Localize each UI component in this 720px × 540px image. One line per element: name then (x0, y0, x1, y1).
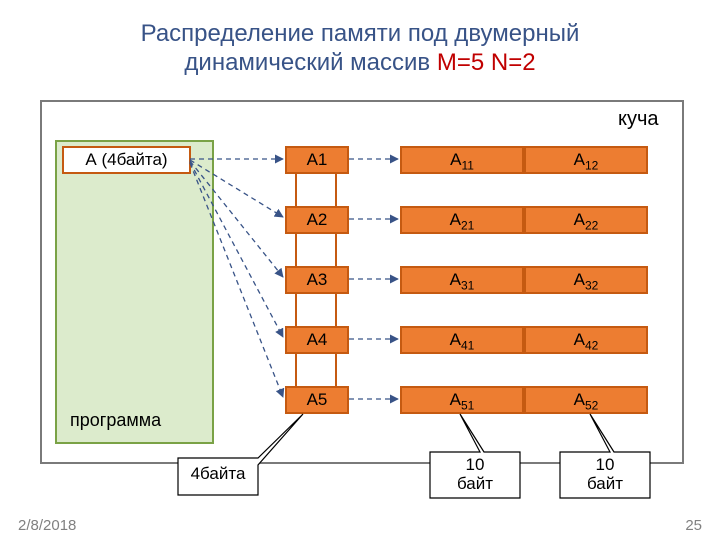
cell-A11: А11 (400, 146, 524, 174)
program-label: программа (70, 410, 161, 431)
ptr-A1: А1 (285, 146, 349, 174)
callout-col1: 10байт (430, 456, 520, 493)
cell-A41: А41 (400, 326, 524, 354)
cell-A12: А12 (524, 146, 648, 174)
title-line1: Распределение памяти под двумерный (141, 20, 580, 47)
callout-4bytes: 4байта (183, 465, 253, 484)
ptr-A3: А3 (285, 266, 349, 294)
ptr-A5: А5 (285, 386, 349, 414)
slide: Распределение памяти под двумерный динам… (0, 0, 720, 540)
cell-A51: А51 (400, 386, 524, 414)
title-line2b: M=5 N=2 (437, 49, 536, 76)
cell-A32: А32 (524, 266, 648, 294)
cell-A31: А31 (400, 266, 524, 294)
a-pointer-label: А (4байта) (85, 150, 167, 169)
a-pointer-box: А (4байта) (62, 146, 191, 174)
cell-A52: А52 (524, 386, 648, 414)
ptr-A4: А4 (285, 326, 349, 354)
title-line2a: динамический массив (184, 49, 436, 76)
heap-label: куча (618, 108, 659, 131)
cell-A22: А22 (524, 206, 648, 234)
cell-A42: А42 (524, 326, 648, 354)
cell-A21: А21 (400, 206, 524, 234)
slide-title: Распределение памяти под двумерный динам… (0, 20, 720, 78)
ptr-A2: А2 (285, 206, 349, 234)
callout-col2: 10байт (560, 456, 650, 493)
program-box (55, 140, 214, 444)
slide-date: 2/8/2018 (18, 517, 76, 534)
slide-number: 25 (685, 517, 702, 534)
